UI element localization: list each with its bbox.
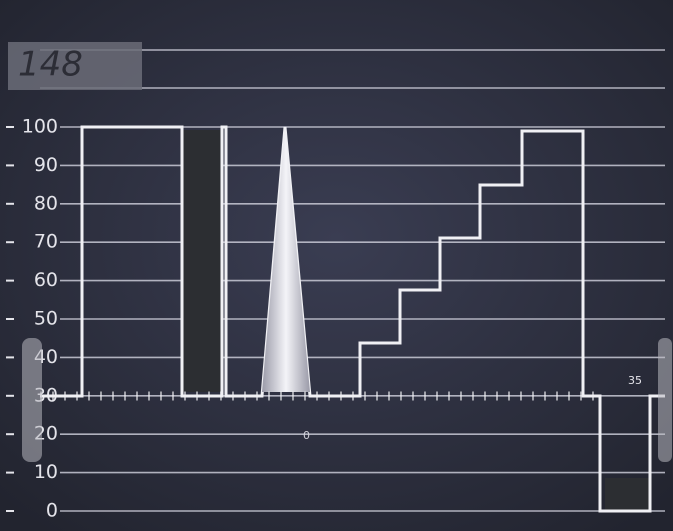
dark-block — [182, 130, 222, 392]
tick-label: 70 — [34, 231, 58, 253]
tick-label: 80 — [34, 192, 58, 214]
dark-block — [605, 478, 651, 511]
label-card — [8, 42, 142, 90]
tick-label: 50 — [34, 308, 58, 330]
marker-label: 35 — [628, 374, 642, 387]
tick-label: 60 — [34, 269, 58, 291]
bezel-knob — [658, 338, 672, 462]
tick-label: 90 — [34, 154, 58, 176]
waveform — [40, 125, 665, 513]
label-text: 148 — [18, 45, 83, 85]
marker-label: 0 — [303, 429, 310, 442]
tick-label: 100 — [22, 116, 58, 138]
tick-label: 0 — [46, 500, 58, 522]
peak-fill — [262, 127, 310, 392]
bezel-knob — [22, 338, 42, 462]
tick-label: 10 — [34, 461, 58, 483]
